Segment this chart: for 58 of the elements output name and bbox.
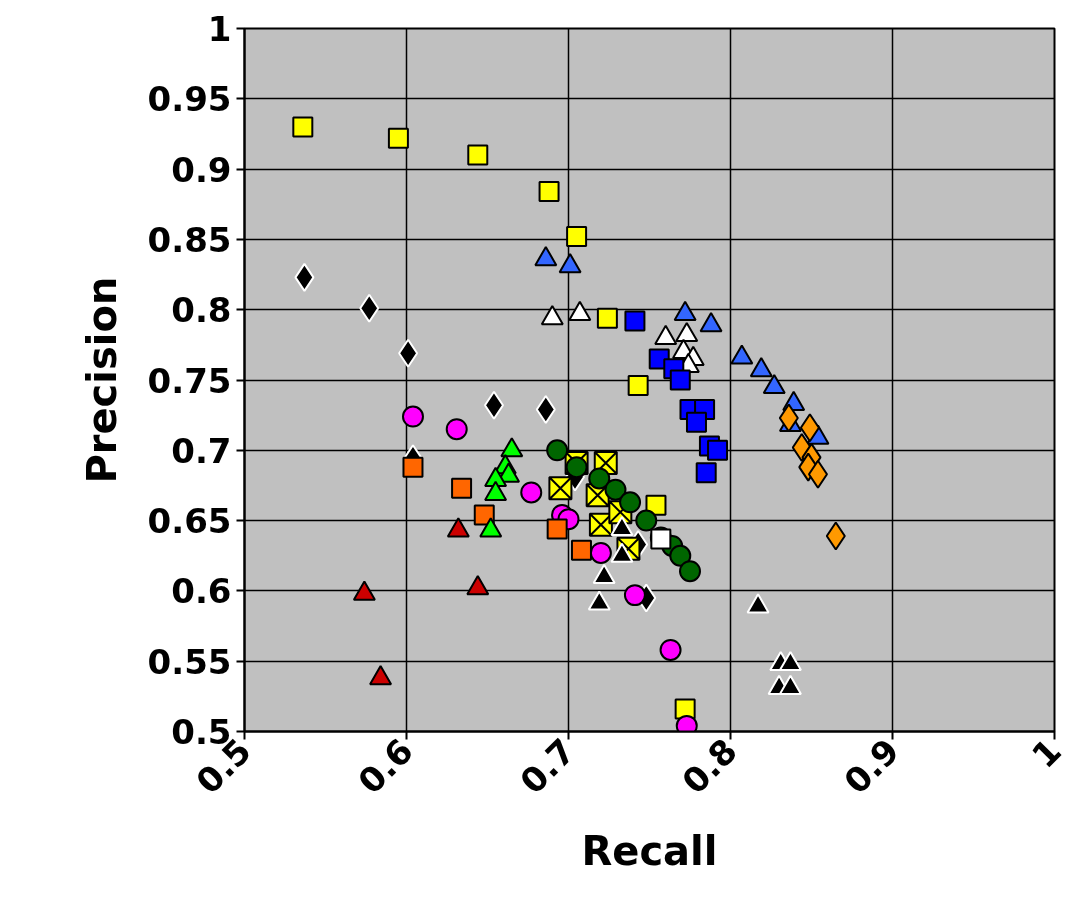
y-tick-label: 0.8 — [171, 290, 232, 331]
point — [635, 509, 658, 532]
point — [807, 459, 828, 489]
point — [546, 518, 568, 540]
point — [627, 375, 649, 397]
point — [483, 390, 504, 420]
y-tick-label: 0.95 — [147, 79, 232, 120]
point — [473, 504, 495, 526]
point — [669, 369, 691, 391]
point — [445, 418, 468, 441]
y-axis-title: Precision — [78, 276, 125, 484]
point — [619, 491, 642, 514]
point — [387, 127, 409, 149]
point — [589, 541, 612, 564]
point — [695, 462, 717, 484]
x-axis-title: Recall — [581, 827, 718, 874]
x-tick-label: 0.7 — [512, 730, 583, 802]
point — [679, 560, 701, 583]
y-tick-label: 0.85 — [147, 219, 232, 260]
point — [659, 638, 682, 661]
point — [401, 405, 424, 428]
point — [546, 439, 569, 462]
point — [565, 456, 588, 479]
point — [596, 307, 618, 329]
x-tick-label: 0.9 — [836, 730, 907, 802]
point — [778, 403, 799, 433]
y-tick-label: 0.7 — [171, 430, 232, 471]
point — [398, 338, 419, 368]
y-tick-label: 1 — [207, 9, 232, 49]
point — [402, 456, 424, 478]
point — [548, 476, 573, 501]
point — [570, 539, 592, 561]
y-tick-label: 0.55 — [147, 641, 232, 682]
point — [799, 413, 820, 443]
point — [604, 478, 627, 501]
point — [588, 467, 611, 490]
point — [535, 395, 556, 425]
point — [685, 411, 707, 433]
x-tick-label: 1 — [1023, 730, 1069, 776]
y-tick-label: 0.75 — [147, 360, 232, 401]
point — [669, 544, 692, 567]
y-tick-label: 0.9 — [171, 149, 232, 190]
point — [294, 262, 315, 292]
point — [825, 521, 846, 551]
point — [623, 584, 646, 607]
point — [359, 293, 380, 323]
point — [707, 439, 729, 461]
point — [520, 481, 543, 504]
y-tick-label: 0.6 — [171, 571, 232, 612]
point — [566, 226, 588, 248]
point — [467, 144, 489, 166]
point — [292, 116, 314, 138]
x-tick-label: 0.8 — [674, 730, 745, 802]
x-tick-label: 0.6 — [350, 730, 421, 802]
y-tick-label: 0.65 — [147, 501, 232, 542]
point — [451, 477, 473, 499]
point — [538, 181, 560, 203]
point — [624, 310, 646, 332]
